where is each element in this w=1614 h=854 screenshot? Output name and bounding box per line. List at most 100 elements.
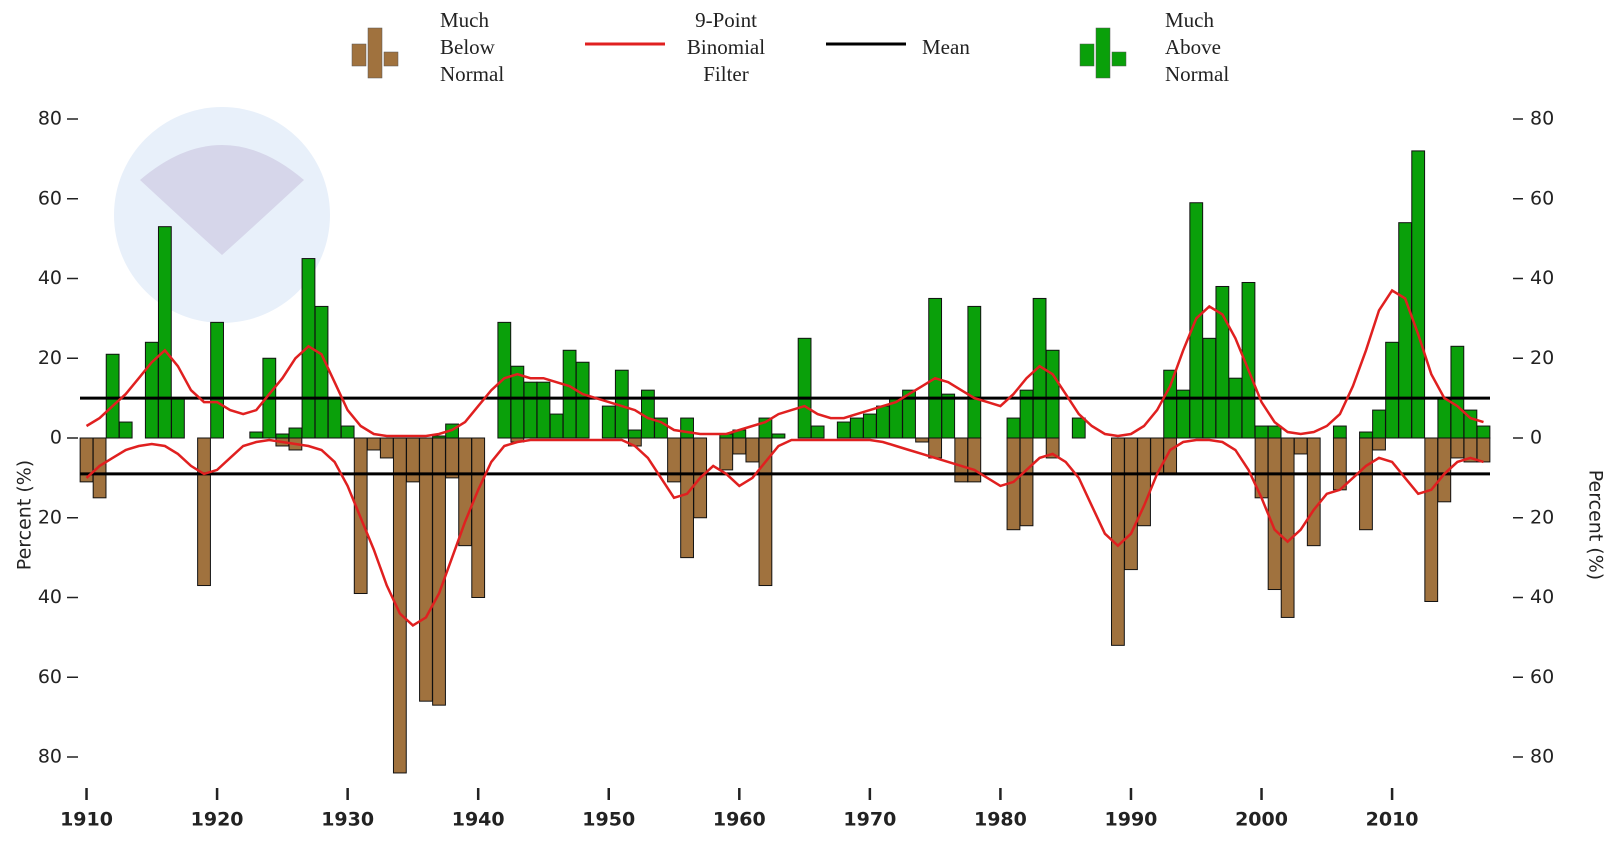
bar [1450,437,1465,459]
bar [1254,425,1269,439]
bar [1228,377,1243,439]
bar [1372,437,1386,451]
x-tick-label: 2000 [1235,809,1288,831]
y-tick-label: 0 [50,427,62,449]
bar [1437,397,1452,439]
bar [797,337,812,439]
legend-swatch [1095,27,1111,79]
legend-label: Much Above Normal [1165,8,1230,86]
bar [680,437,694,559]
bar [1137,437,1151,527]
logo-watermark-shape [140,145,304,255]
legend-swatch [351,43,367,67]
x-tick-label: 1920 [191,809,244,831]
x-tick-label: 1940 [452,809,505,831]
bar [210,321,224,439]
bar [366,437,381,451]
y-tick-label: 80 [38,108,62,130]
x-tick-label: 2010 [1366,809,1419,831]
y2-tick-label: 40 [1530,267,1554,289]
x-tick-label: 1980 [974,809,1027,831]
y-tick-label: 80 [38,746,62,768]
bar [275,433,290,439]
legend-swatch [383,51,399,67]
bar [928,437,943,459]
x-tick-label: 1950 [582,809,635,831]
bar [445,437,459,479]
y2-tick-label: 80 [1530,746,1554,768]
bar [941,393,956,439]
legend-label: Much Below Normal [440,8,505,86]
bar [1150,437,1164,475]
bar [1071,417,1086,439]
bar [562,349,577,439]
bar [1045,349,1060,439]
bar [719,437,734,471]
y-tick-label: 60 [38,187,62,209]
bar [1124,437,1138,571]
x-tick-label: 1930 [321,809,374,831]
y2-tick-label: 80 [1530,108,1554,130]
bar [1280,437,1295,618]
y2-tick-label: 0 [1530,427,1542,449]
bar [1019,437,1034,527]
x-tick-label: 1970 [843,809,896,831]
bar [1476,425,1491,439]
bar [627,429,642,439]
bar [288,427,303,439]
legend [351,27,1127,79]
bar [876,405,890,439]
bar [1424,437,1439,602]
bar [510,365,525,439]
y2-tick-label: 60 [1530,187,1554,209]
bar [1163,369,1178,439]
y2-tick-label: 20 [1530,506,1554,528]
bar [157,226,172,439]
bar [1293,437,1308,455]
bar [1476,437,1491,463]
bar [549,413,564,439]
bar [314,305,329,439]
bar [1332,437,1347,491]
bar [1463,409,1478,439]
y2-tick-label: 60 [1530,666,1554,688]
bar [1267,437,1282,591]
x-tick-label: 1910 [60,809,113,831]
filter-line [85,438,1484,627]
x-tick-label: 1960 [713,809,766,831]
bar [1450,345,1465,439]
bar [92,437,107,499]
bar [849,417,864,439]
legend-swatch [1079,43,1095,67]
bar [810,425,825,439]
bar [1359,437,1373,531]
bar [1267,425,1282,439]
bar [1006,417,1021,439]
bar [1411,150,1426,439]
y2-axis-label: Percent (%) [1585,470,1607,580]
bar [327,397,342,439]
bar [928,297,943,439]
x-tick-label: 1990 [1105,809,1158,831]
bar [1332,425,1347,439]
legend-swatch [1111,51,1127,67]
y-axis-label: Percent (%) [14,460,36,570]
bar [771,433,786,439]
y-tick-label: 40 [38,267,62,289]
bar [601,405,616,439]
y-tick-label: 20 [38,347,62,369]
bar [1398,222,1413,439]
bar [1372,409,1386,439]
bar [1215,285,1230,439]
bar [392,437,407,774]
bar [497,321,512,439]
legend-label: Mean [922,35,970,59]
filter-line [85,288,1484,438]
bar [171,397,185,439]
y-tick-label: 20 [38,506,62,528]
bar [105,353,120,439]
y-tick-label: 60 [38,666,62,688]
bar [340,425,355,439]
